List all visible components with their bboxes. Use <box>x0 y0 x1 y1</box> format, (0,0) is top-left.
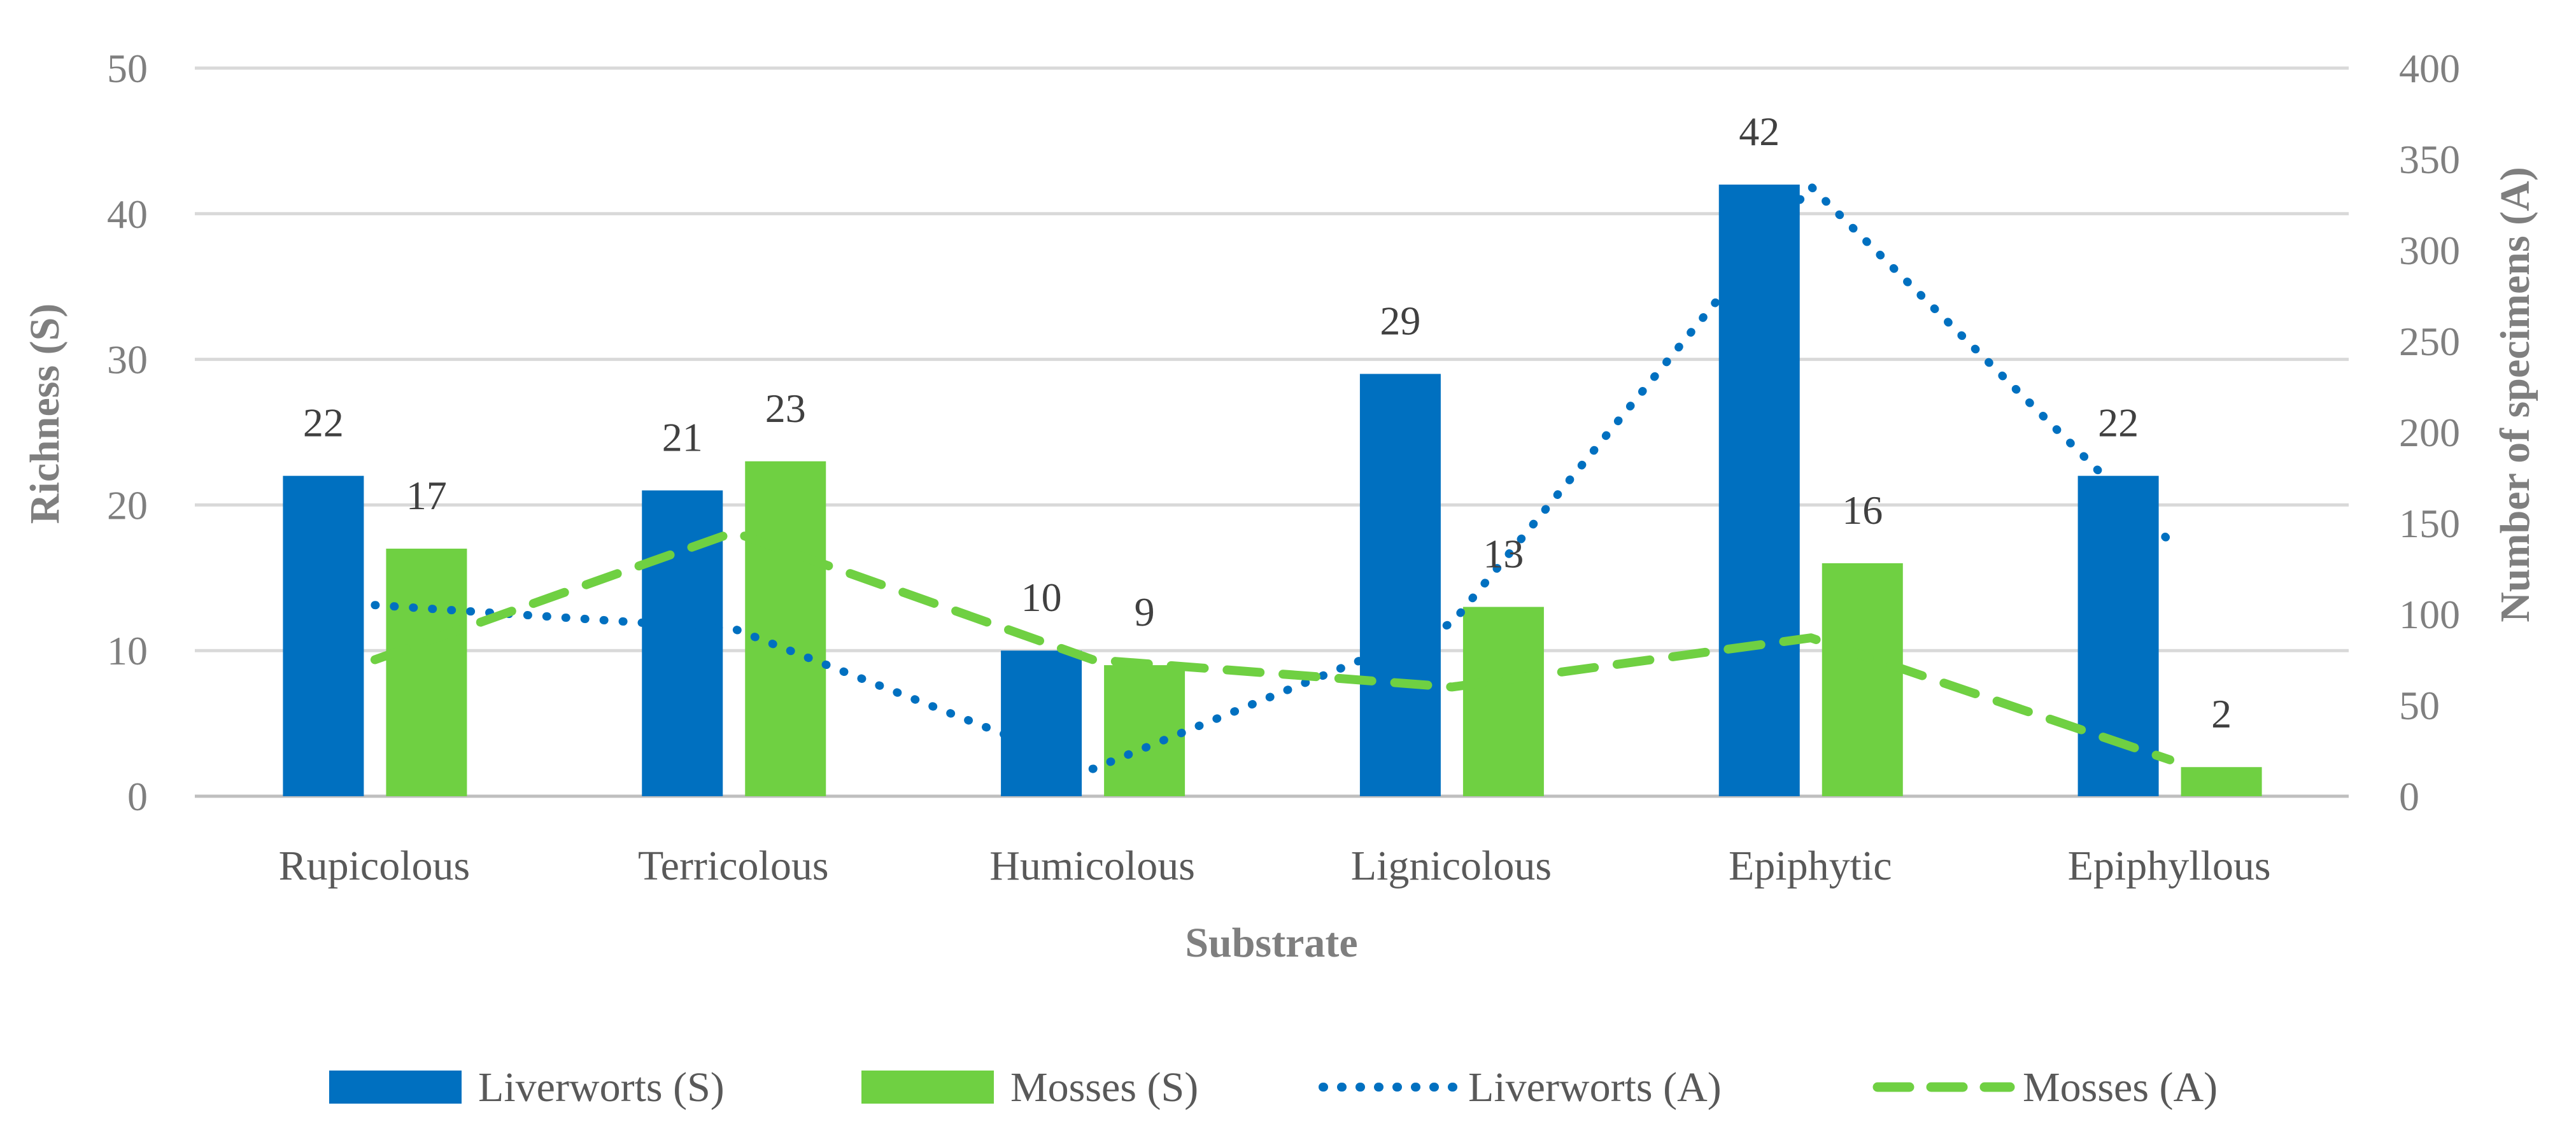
bar <box>1359 374 1441 796</box>
bar <box>2077 475 2159 796</box>
y2-axis-title: Number of specimens (A) <box>2492 167 2538 622</box>
bar <box>1104 665 1185 796</box>
data-label: 22 <box>303 400 344 446</box>
data-label: 9 <box>1135 589 1155 635</box>
x-tick-label: Lignicolous <box>1351 843 1552 889</box>
y2-tick-label: 100 <box>2399 592 2460 637</box>
gridlines <box>195 66 2349 798</box>
data-label: 42 <box>1739 109 1780 154</box>
legend-item: Liverworts (A) <box>1319 1064 1722 1111</box>
legend-item: Liverworts (S) <box>329 1064 725 1111</box>
lines <box>370 182 2175 773</box>
bar <box>386 549 467 796</box>
y-tick-label: 50 <box>107 46 148 91</box>
bar <box>1822 563 1903 796</box>
legend-swatch <box>329 1071 462 1104</box>
data-labels: 22 21 10 29 42 22 17 23 9 13 16 2 <box>303 109 2232 736</box>
y-tick-label: 10 <box>107 628 148 673</box>
bar <box>745 461 826 796</box>
legend-item: Mosses (A) <box>1872 1064 2218 1111</box>
y2-tick-label: 350 <box>2399 137 2460 182</box>
y-tick-label: 40 <box>107 192 148 237</box>
axes: Richness (S) Number of specimens (A) Sub… <box>22 46 2538 966</box>
legend-item: Mosses (S) <box>861 1064 1198 1111</box>
data-label: 23 <box>765 386 806 431</box>
data-label: 10 <box>1021 575 1062 620</box>
y-tick-label: 30 <box>107 337 148 383</box>
bars <box>283 185 2262 796</box>
bar <box>2181 767 2262 796</box>
y2-tick-label: 200 <box>2399 410 2460 455</box>
data-label: 17 <box>406 473 447 518</box>
y-tick-label: 20 <box>107 482 148 528</box>
bar <box>1001 650 1082 796</box>
y-tick-label: 0 <box>127 774 148 819</box>
data-label: 2 <box>2211 691 2232 736</box>
legend-label: Mosses (A) <box>2023 1064 2218 1111</box>
y2-tick-label: 50 <box>2399 683 2440 728</box>
x-tick-label: Humicolous <box>989 843 1195 889</box>
y2-tick-label: 300 <box>2399 228 2460 273</box>
x-axis-title: Substrate <box>1185 920 1357 966</box>
legend-label: Liverworts (S) <box>478 1064 725 1111</box>
x-tick-label: Epiphyllous <box>2068 843 2271 889</box>
x-tick-label: Terricolous <box>638 843 829 889</box>
x-tick-label: Rupicolous <box>279 843 471 889</box>
bar <box>283 475 364 796</box>
legend-swatch <box>861 1071 994 1104</box>
legend-label: Mosses (S) <box>1010 1064 1198 1111</box>
data-label: 22 <box>2098 400 2139 446</box>
legend-label: Liverworts (A) <box>1468 1064 1722 1111</box>
y2-tick-label: 250 <box>2399 319 2460 364</box>
data-label: 29 <box>1380 298 1420 343</box>
data-label: 13 <box>1483 531 1524 577</box>
data-label: 16 <box>1842 488 1883 533</box>
x-tick-label: Epiphytic <box>1729 843 1892 889</box>
legend: Liverworts (S) Mosses (S) Liverworts (A) Mo… <box>329 1064 2218 1111</box>
bar <box>1718 185 1800 796</box>
y-axis-title: Richness (S) <box>22 304 68 524</box>
series-line <box>370 528 2175 764</box>
y2-tick-label: 400 <box>2399 46 2460 91</box>
y2-tick-label: 150 <box>2399 501 2460 546</box>
y2-tick-label: 0 <box>2399 774 2419 819</box>
data-label: 21 <box>662 415 703 460</box>
bar <box>1462 607 1544 796</box>
series-line <box>371 182 2174 773</box>
